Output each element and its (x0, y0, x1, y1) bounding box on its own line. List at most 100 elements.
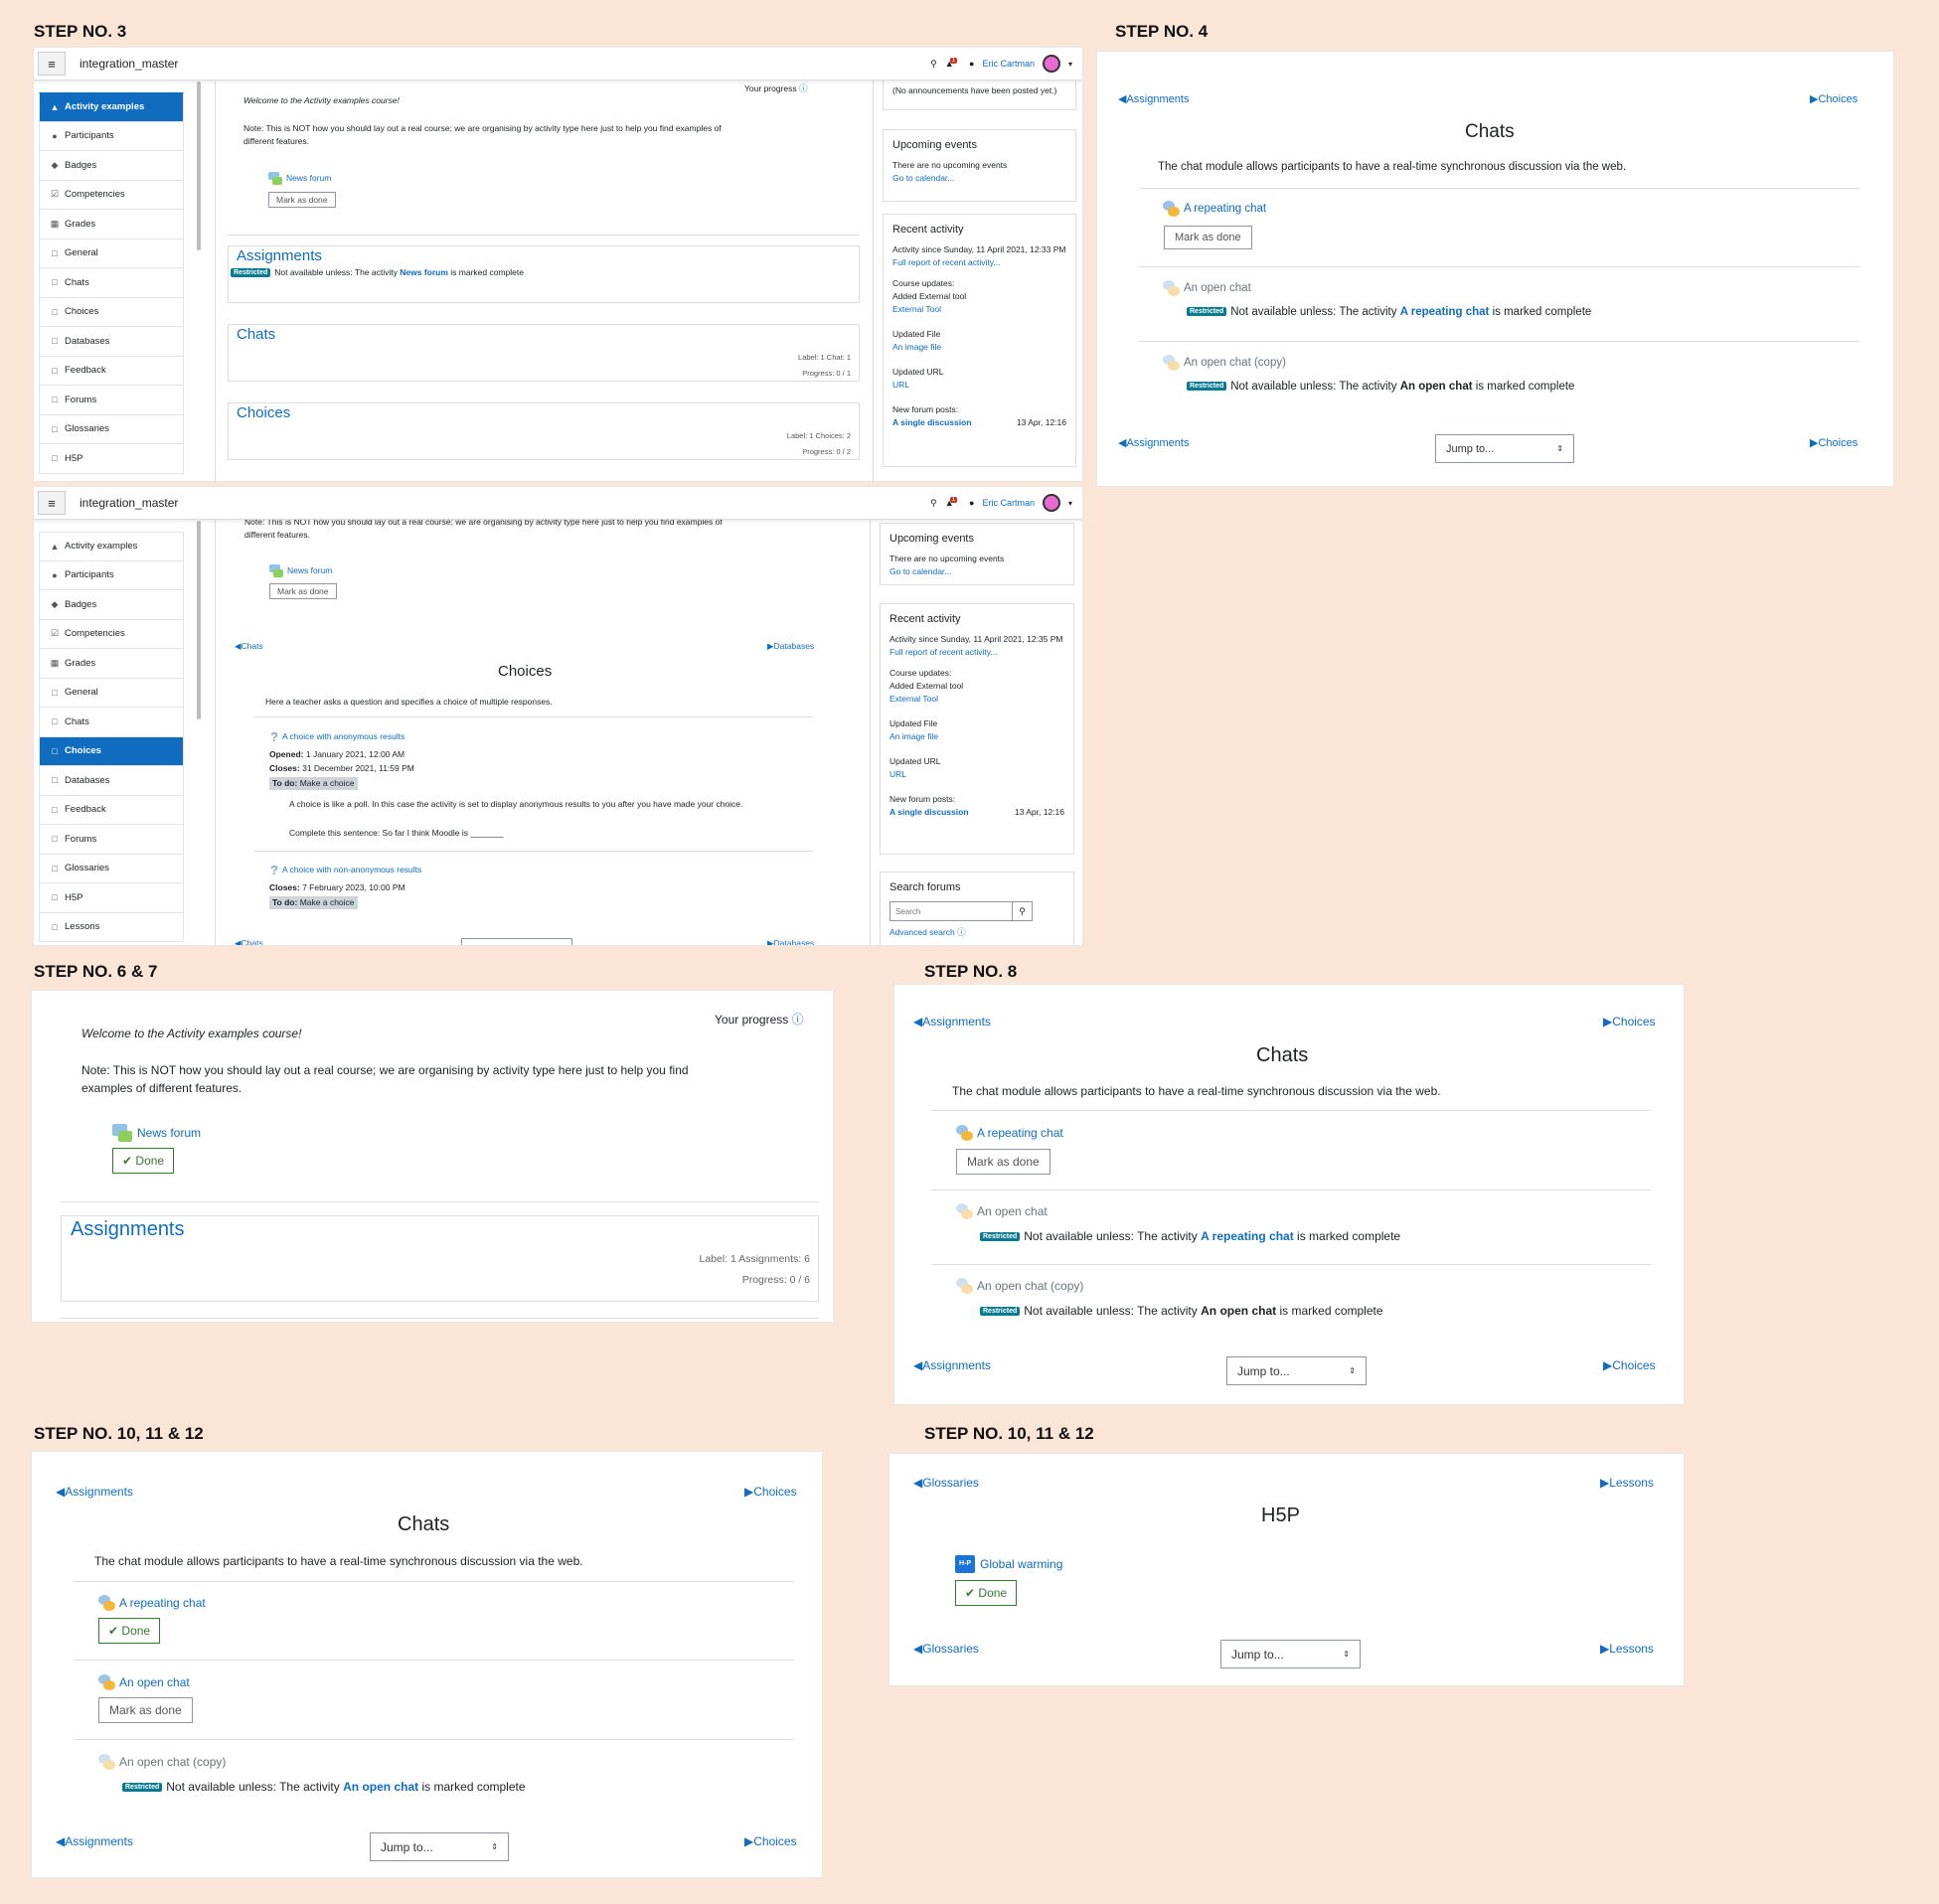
next-section-link[interactable]: ▶Databases (767, 641, 815, 651)
chevron-down-icon[interactable]: ▾ (1067, 498, 1072, 508)
drawer-item-h5p[interactable]: □ H5P (39, 444, 184, 474)
url-link[interactable]: URL (892, 380, 910, 390)
jump-to-select[interactable]: Jump to... ⇕ (1226, 1356, 1367, 1385)
drawer-item-forums[interactable]: □ Forums (39, 825, 184, 855)
restriction-activity-link[interactable]: A repeating chat (1201, 1229, 1294, 1243)
drawer-item-databases[interactable]: □ Databases (39, 327, 184, 357)
news-forum-link[interactable]: News forum (287, 565, 333, 575)
drawer-item-chats[interactable]: □ Chats (39, 708, 184, 737)
user-name[interactable]: Eric Cartman (982, 498, 1035, 508)
drawer-item-databases[interactable]: □ Databases (39, 766, 184, 796)
advanced-search-link[interactable]: Advanced search ⓘ (889, 927, 966, 937)
next-section-link[interactable]: ▶Choices (1603, 1358, 1656, 1372)
drawer-item-feedback[interactable]: □ Feedback (39, 795, 184, 825)
news-forum-link[interactable]: News forum (286, 173, 332, 183)
next-section-link[interactable]: ▶Databases (767, 938, 815, 946)
search-icon[interactable]: ⚲ (1013, 901, 1033, 921)
section-title-chats[interactable]: Chats (237, 326, 276, 343)
chat-link[interactable]: An open chat (119, 1675, 190, 1689)
url-link[interactable]: URL (889, 769, 907, 779)
section-title-assignments[interactable]: Assignments (71, 1218, 185, 1240)
image-file-link[interactable]: An image file (889, 731, 939, 741)
avatar[interactable] (1042, 494, 1060, 512)
drawer-item-choices[interactable]: □ Choices (39, 297, 184, 327)
chat-link[interactable]: A repeating chat (1184, 203, 1267, 215)
jump-to-select[interactable] (461, 938, 572, 945)
drawer-item-participants[interactable]: ● Participants (39, 560, 184, 590)
drawer-scrollbar[interactable] (197, 81, 201, 250)
next-section-link[interactable]: ▶Choices (1810, 437, 1858, 449)
next-section-link[interactable]: ▶Choices (1603, 1015, 1656, 1029)
site-name[interactable]: integration_master (80, 496, 179, 510)
choice-link[interactable]: A choice with anonymous results (281, 731, 405, 741)
next-section-link[interactable]: ▶Choices (744, 1485, 797, 1499)
image-file-link[interactable]: An image file (892, 342, 942, 352)
jump-to-select[interactable]: Jump to... ⇕ (370, 1832, 509, 1861)
search-icon[interactable]: ⚲ (930, 497, 937, 508)
discussion-link[interactable]: A single discussion (892, 417, 972, 427)
jump-to-select[interactable]: Jump to... ⇕ (1435, 434, 1574, 463)
chat-link[interactable]: A repeating chat (119, 1596, 206, 1610)
prev-section-link[interactable]: ◀Assignments (56, 1834, 133, 1848)
next-section-link[interactable]: ▶Lessons (1600, 1476, 1654, 1490)
drawer-item-glossaries[interactable]: □ Glossaries (39, 414, 184, 444)
full-report-link[interactable]: Full report of recent activity... (892, 257, 1001, 267)
mark-as-done-button[interactable]: Mark as done (98, 1697, 193, 1723)
done-button[interactable]: ✔ Done (112, 1148, 175, 1174)
drawer-item-competencies[interactable]: ☑ Competencies (39, 180, 184, 210)
discussion-link[interactable]: A single discussion (889, 807, 969, 817)
prev-section-link[interactable]: ◀Chats (235, 641, 263, 651)
user-name[interactable]: Eric Cartman (982, 59, 1035, 69)
search-icon[interactable]: ⚲ (930, 58, 937, 69)
drawer-item-h5p[interactable]: □ H5P (39, 883, 184, 913)
news-forum-link[interactable]: News forum (137, 1126, 202, 1140)
drawer-item-chats[interactable]: □ Chats (39, 268, 184, 298)
next-section-link[interactable]: ▶Lessons (1600, 1642, 1654, 1656)
drawer-item-grades[interactable]: ▦ Grades (39, 649, 184, 679)
restriction-activity-link[interactable]: News forum (400, 267, 448, 277)
choice-link[interactable]: A choice with non-anonymous results (281, 865, 422, 874)
next-section-link[interactable]: ▶Choices (744, 1834, 797, 1848)
external-tool-link[interactable]: External Tool (889, 694, 938, 704)
prev-section-link[interactable]: ◀Assignments (913, 1015, 991, 1029)
go-to-calendar-link[interactable]: Go to calendar... (892, 173, 955, 183)
avatar[interactable] (1042, 55, 1060, 73)
next-section-link[interactable]: ▶Choices (1810, 93, 1858, 105)
drawer-scrollbar[interactable] (197, 521, 201, 719)
prev-section-link[interactable]: ◀Assignments (913, 1358, 991, 1372)
drawer-item-badges[interactable]: ◆ Badges (39, 590, 184, 620)
mark-as-done-button[interactable]: Mark as done (1164, 226, 1252, 249)
site-name[interactable]: integration_master (80, 57, 179, 71)
go-to-calendar-link[interactable]: Go to calendar... (889, 566, 952, 576)
mark-as-done-button[interactable]: Mark as done (268, 192, 336, 208)
menu-toggle-icon[interactable]: ≡ (38, 491, 66, 515)
done-button[interactable]: ✔ Done (98, 1618, 161, 1644)
chat-bubble-icon[interactable]: ● (969, 498, 975, 508)
chat-bubble-icon[interactable]: ● (969, 59, 975, 69)
section-title-choices[interactable]: Choices (237, 404, 291, 421)
restriction-activity-link[interactable]: A repeating chat (1399, 306, 1490, 318)
drawer-item-lessons[interactable]: □ Lessons (39, 912, 184, 942)
drawer-item-activity-examples[interactable]: ▲ Activity examples (39, 532, 184, 561)
drawer-item-general[interactable]: □ General (39, 238, 184, 268)
drawer-item-feedback[interactable]: □ Feedback (39, 356, 184, 386)
drawer-item-activity-examples[interactable]: ▲ Activity examples (39, 92, 184, 122)
menu-toggle-icon[interactable]: ≡ (38, 52, 66, 76)
mark-as-done-button[interactable]: Mark as done (956, 1149, 1050, 1175)
drawer-item-participants[interactable]: ● Participants (39, 121, 184, 151)
external-tool-link[interactable]: External Tool (892, 304, 941, 314)
search-forums-input[interactable] (889, 901, 1013, 921)
drawer-item-competencies[interactable]: ☑ Competencies (39, 619, 184, 649)
prev-section-link[interactable]: ◀Glossaries (913, 1476, 979, 1490)
prev-section-link[interactable]: ◀Assignments (56, 1485, 133, 1499)
drawer-item-badges[interactable]: ◆ Badges (39, 151, 184, 181)
mark-as-done-button[interactable]: Mark as done (269, 583, 337, 599)
prev-section-link[interactable]: ◀Assignments (1118, 437, 1190, 449)
chat-link[interactable]: A repeating chat (977, 1126, 1063, 1140)
prev-section-link[interactable]: ◀Chats (235, 938, 263, 946)
jump-to-select[interactable]: Jump to... ⇕ (1220, 1640, 1361, 1668)
done-button[interactable]: ✔ Done (955, 1580, 1018, 1606)
section-title-assignments[interactable]: Assignments (237, 247, 322, 264)
drawer-item-forums[interactable]: □ Forums (39, 386, 184, 415)
restriction-activity-link[interactable]: An open chat (343, 1780, 419, 1794)
